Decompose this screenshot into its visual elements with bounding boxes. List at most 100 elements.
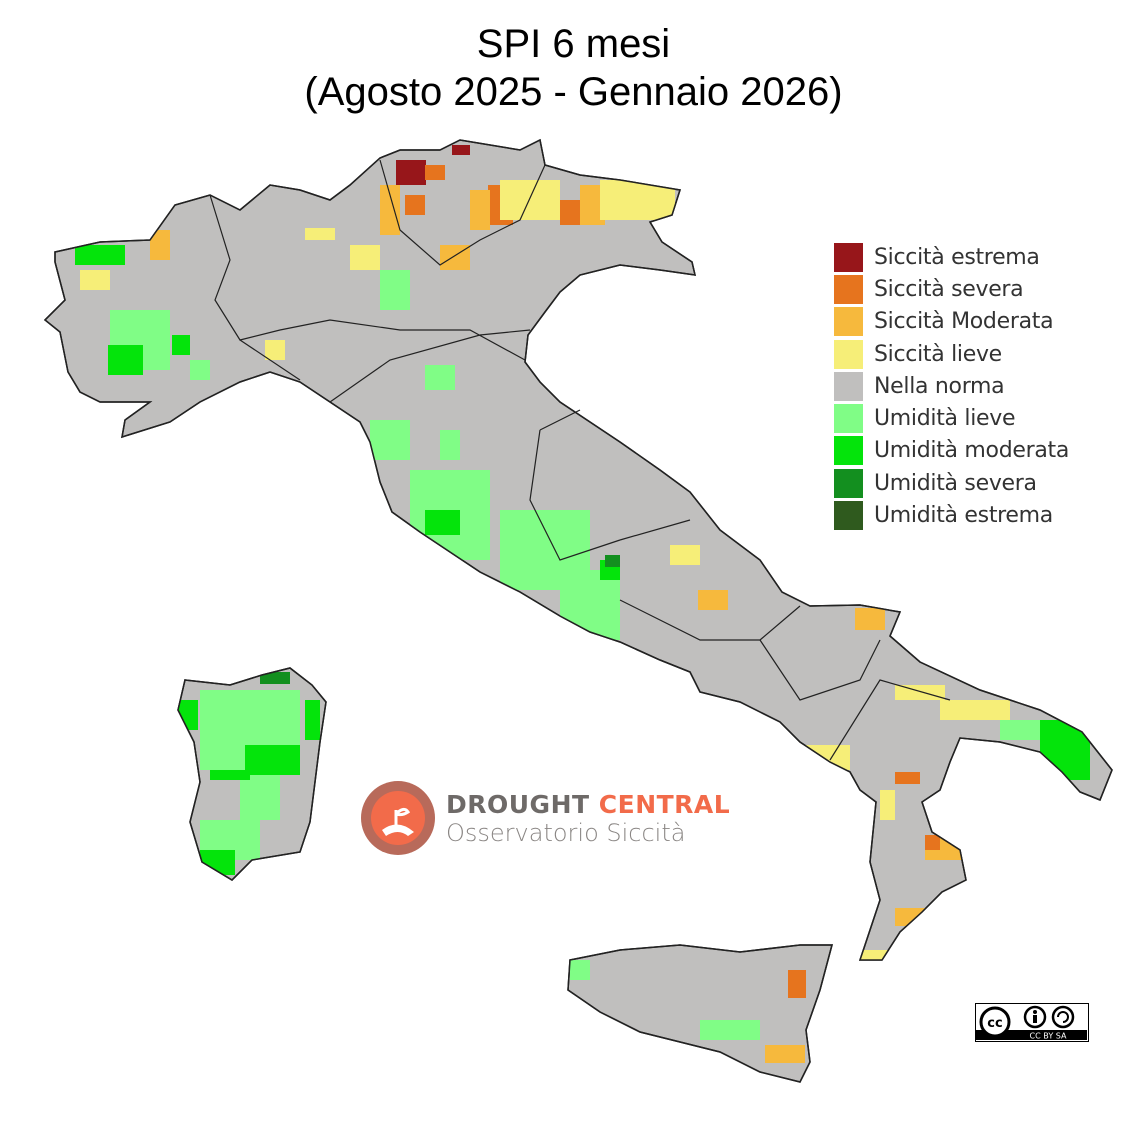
spi-cell-siccit-lieve xyxy=(305,228,335,240)
title-line-1: SPI 6 mesi xyxy=(476,22,671,66)
map-title: SPI 6 mesi (Agosto 2025 - Gennaio 2026) xyxy=(0,20,1147,116)
spi-cell-siccit-moderata xyxy=(150,230,170,260)
legend: Siccità estrema Siccità severa Siccità Mod… xyxy=(834,241,1069,532)
legend-item: Siccità estrema xyxy=(834,241,1069,273)
spi-cell-umidit-severa xyxy=(605,555,620,567)
spi-cell-siccit-moderata xyxy=(470,190,490,230)
region-border xyxy=(329,329,531,403)
spi-cell-umidit-moderata xyxy=(305,700,320,740)
spi-cell-umidit-lieve xyxy=(1000,720,1040,740)
legend-swatch xyxy=(834,436,863,466)
spi-cell-umidit-lieve xyxy=(380,270,410,310)
spi-cell-umidit-moderata xyxy=(1040,720,1090,780)
legend-label: Siccità severa xyxy=(874,276,1024,302)
spi-cell-siccit-lieve xyxy=(80,270,110,290)
title-line-2: (Agosto 2025 - Gennaio 2026) xyxy=(304,70,843,114)
legend-label: Umidità lieve xyxy=(874,406,1016,432)
spi-cell-siccit-severa xyxy=(425,165,445,180)
legend-label: Umidità moderata xyxy=(874,438,1070,464)
license-label: CC BY SA xyxy=(1030,1032,1067,1041)
legend-item: Nella norma xyxy=(834,370,1069,402)
spi-cell-siccit-lieve xyxy=(895,685,945,700)
spi-cell-umidit-moderata xyxy=(75,245,125,265)
legend-label: Umidità estrema xyxy=(874,503,1053,529)
region-border xyxy=(529,429,621,561)
region-border xyxy=(829,679,951,761)
cc-by-sa-license-badge: cc CC BY SA xyxy=(975,1003,1089,1042)
legend-item: Siccità severa xyxy=(834,273,1069,305)
spi-cell-umidit-lieve xyxy=(370,420,410,460)
spi-cell-siccit-estrema xyxy=(396,160,426,185)
spi-cell-siccit-severa xyxy=(895,772,920,784)
spi-cell-siccit-moderata xyxy=(855,608,885,630)
spi-cell-umidit-severa xyxy=(260,672,290,684)
region-border xyxy=(619,519,691,541)
spi-cell-siccit-severa xyxy=(788,970,806,998)
logo-subtitle: Osservatorio Siccità xyxy=(446,818,686,847)
spi-cell-siccit-moderata xyxy=(380,185,400,235)
spi-cell-siccit-moderata xyxy=(698,590,728,610)
sa-icon xyxy=(1051,1005,1075,1029)
spi-cell-siccit-lieve xyxy=(805,745,850,770)
spi-cell-siccit-lieve xyxy=(265,340,285,360)
coastline xyxy=(43,138,1113,961)
legend-item: Umidità severa xyxy=(834,467,1069,499)
climate-services-badge-icon xyxy=(361,781,435,855)
spi-cell-umidit-lieve xyxy=(700,1020,760,1040)
logo-brand-drought: DROUGHT xyxy=(446,789,590,819)
spi-cell-siccit-lieve xyxy=(670,545,700,565)
region-border xyxy=(619,599,801,641)
legend-item: Siccità Moderata xyxy=(834,306,1069,338)
spi-cell-umidit-moderata xyxy=(108,345,143,375)
legend-swatch xyxy=(834,339,863,369)
legend-swatch xyxy=(834,242,863,272)
coastline xyxy=(567,944,833,1083)
legend-swatch xyxy=(834,274,863,304)
legend-label: Nella norma xyxy=(874,373,1005,399)
legend-label: Siccità estrema xyxy=(874,244,1040,270)
spi-cell-siccit-severa xyxy=(405,195,425,215)
svg-text:cc: cc xyxy=(987,1016,1002,1031)
legend-item: Siccità lieve xyxy=(834,338,1069,370)
region-border xyxy=(209,194,526,361)
region-border xyxy=(239,339,301,381)
legend-label: Umidità severa xyxy=(874,470,1037,496)
legend-swatch xyxy=(834,371,863,401)
legend-label: Siccità lieve xyxy=(874,341,1002,367)
legend-swatch xyxy=(834,468,863,498)
spi-cell-umidit-lieve xyxy=(560,570,620,640)
logo-brand-central: CENTRAL xyxy=(598,789,731,819)
legend-label: Siccità Moderata xyxy=(874,309,1054,335)
spi-cell-umidit-moderata xyxy=(172,335,190,355)
legend-item: Umidità moderata xyxy=(834,435,1069,467)
spi-cell-siccit-lieve xyxy=(500,180,560,220)
spi-cell-siccit-lieve xyxy=(940,700,1010,720)
legend-swatch xyxy=(834,501,863,531)
spi-cell-siccit-severa xyxy=(560,200,580,225)
spi-cell-umidit-lieve xyxy=(570,960,590,980)
spi-cell-siccit-severa xyxy=(925,835,940,850)
region-border xyxy=(379,159,546,266)
spi-cell-umidit-moderata xyxy=(210,770,250,780)
spi-cell-umidit-moderata xyxy=(425,510,460,535)
region-border xyxy=(759,639,881,701)
spi-cell-umidit-lieve xyxy=(425,365,455,390)
legend-item: Umidità lieve xyxy=(834,402,1069,434)
region-border xyxy=(539,409,581,431)
spi-cell-siccit-lieve xyxy=(600,180,675,220)
legend-item: Umidità estrema xyxy=(834,499,1069,531)
spi-cell-umidit-lieve xyxy=(440,430,460,460)
coastline xyxy=(177,667,327,881)
spi-cell-siccit-lieve xyxy=(860,950,890,960)
logo-brand: DROUGHT CENTRAL xyxy=(446,790,730,819)
spi-cell-siccit-lieve xyxy=(880,790,895,820)
legend-swatch xyxy=(834,404,863,434)
cc-icon xyxy=(979,1006,1011,1038)
spi-cell-umidit-moderata xyxy=(245,745,300,775)
spi-cell-siccit-lieve xyxy=(350,245,380,270)
drought-central-logo: DROUGHT CENTRAL Osservatorio Siccità xyxy=(360,780,730,856)
legend-swatch xyxy=(834,307,863,337)
spi-cell-siccit-moderata xyxy=(765,1045,805,1063)
spi-cell-siccit-estrema xyxy=(452,145,470,155)
